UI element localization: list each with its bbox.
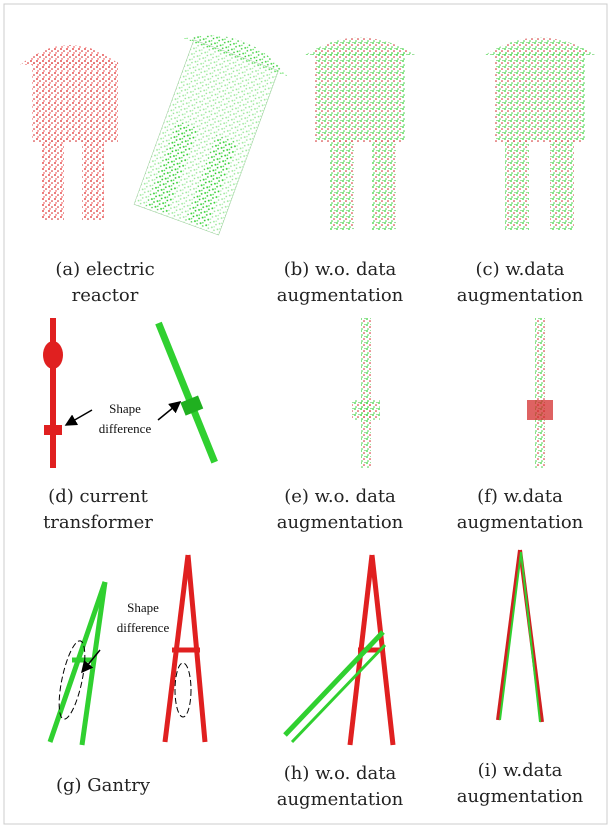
caption: augmentation [277, 285, 404, 306]
caption: (a) electric [55, 259, 154, 280]
gantry-red [165, 555, 205, 742]
arrow [66, 410, 92, 425]
figure: (a) electric reactor (b) w.o. data augme… [0, 0, 611, 828]
caption: (g) Gantry [56, 775, 151, 796]
caption: augmentation [277, 789, 404, 810]
caption: (f) w.data [477, 486, 563, 507]
caption: (i) w.data [478, 760, 563, 781]
tower-overlay-b [305, 38, 415, 231]
tower-overlay-c [485, 38, 595, 231]
caption: (e) w.o. data [284, 486, 396, 507]
arrow [158, 402, 180, 420]
gantry-green-h [285, 632, 385, 742]
dashed-ellipse [175, 663, 191, 717]
annotation: difference [99, 421, 152, 436]
annotation: Shape [127, 600, 159, 615]
caption: (c) w.data [475, 259, 564, 280]
caption: reactor [72, 285, 139, 306]
caption: augmentation [457, 285, 584, 306]
annotation: Shape [109, 401, 141, 416]
caption: augmentation [457, 512, 584, 533]
caption: augmentation [277, 512, 404, 533]
gantry-overlay-i [498, 550, 542, 722]
transformer-overlay-e [352, 318, 380, 468]
caption: (h) w.o. data [284, 763, 397, 784]
gantry-red-h [350, 555, 393, 745]
annotation: difference [117, 620, 170, 635]
gantry-green [50, 582, 105, 745]
transformer-overlay-f [527, 318, 553, 468]
caption: (b) w.o. data [284, 259, 397, 280]
tower-red [20, 45, 120, 220]
transformer-green [150, 319, 224, 465]
caption: transformer [43, 512, 153, 533]
caption: augmentation [457, 786, 584, 807]
tower-green [125, 22, 294, 239]
transformer-red [43, 318, 63, 468]
caption: (d) current [48, 486, 148, 507]
